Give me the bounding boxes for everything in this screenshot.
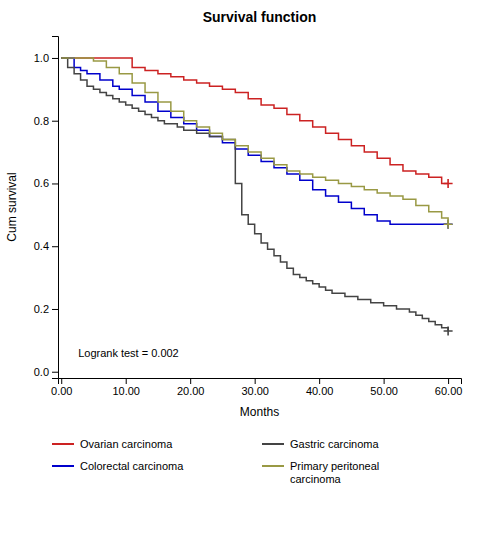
- annotation: Logrank test = 0.002: [78, 347, 179, 359]
- x-tick-label: 20.00: [177, 385, 205, 397]
- legend-label: Primary peritonealcarcinoma: [290, 460, 379, 485]
- x-tick-mark: [384, 378, 385, 384]
- x-tick: 50.00: [370, 378, 398, 397]
- x-tick-mark: [319, 378, 320, 384]
- y-tick: 0.2: [34, 303, 58, 315]
- y-tick: 0.4: [34, 240, 58, 252]
- y-axis-title: Cum survival: [5, 172, 19, 241]
- censor-marker: [444, 326, 453, 335]
- y-tick: 0.8: [34, 115, 58, 127]
- x-tick-label: 30.00: [241, 385, 269, 397]
- y-tick: 1.0: [34, 52, 58, 64]
- survival-curve: [61, 58, 448, 184]
- x-tick: 0.00: [51, 378, 72, 397]
- x-tick-mark: [126, 378, 127, 384]
- x-tick-label: 50.00: [370, 385, 398, 397]
- legend-swatch: [262, 443, 284, 445]
- y-tick-label: 0.0: [34, 366, 49, 378]
- x-axis: 0.00 10.00 20.00 30.00 40.00 50.00 60.00: [51, 378, 462, 397]
- x-tick: 60.00: [435, 378, 463, 397]
- x-tick: 30.00: [241, 378, 269, 397]
- legend-label: Colorectal carcinoma: [80, 460, 184, 472]
- y-tick-mark: [52, 121, 58, 122]
- y-tick-mark: [52, 58, 58, 59]
- x-tick-mark: [190, 378, 191, 384]
- marks: [61, 58, 452, 335]
- survival-curve: [61, 58, 448, 331]
- legend-label: Ovarian carcinoma: [80, 438, 173, 450]
- y-tick: 0.0: [34, 366, 58, 378]
- x-tick-mark: [255, 378, 256, 384]
- legend-swatch: [52, 465, 74, 467]
- legend-swatch: [52, 443, 74, 445]
- y-tick-label: 0.6: [34, 177, 49, 189]
- legend-item: Ovarian carcinoma: [52, 438, 173, 450]
- x-tick-label: 40.00: [306, 385, 334, 397]
- survival-curve: [61, 58, 448, 224]
- y-tick-mark: [52, 246, 58, 247]
- x-tick-label: 0.00: [51, 385, 72, 397]
- y-tick-label: 1.0: [34, 52, 49, 64]
- x-tick-label: 10.00: [112, 385, 140, 397]
- y-tick-label: 0.8: [34, 115, 49, 127]
- legend-label: Gastric carcinoma: [290, 438, 380, 450]
- y-tick-label: 0.2: [34, 303, 49, 315]
- y-tick-label: 0.4: [34, 240, 49, 252]
- censor-marker: [444, 220, 453, 229]
- x-tick-mark: [448, 378, 449, 384]
- legend-item: Gastric carcinoma: [262, 438, 380, 450]
- legend-item: Primary peritonealcarcinoma: [262, 460, 379, 485]
- plot: 0.00 10.00 20.00 30.00 40.00 50.00 60.00 0.0 0.2…: [34, 37, 463, 397]
- title: Survival function: [203, 9, 317, 25]
- chart: 0.00 10.00 20.00 30.00 40.00 50.00 60.00 0.0 0.2…: [0, 0, 479, 548]
- y-axis-line: [52, 37, 59, 379]
- x-axis-title: Months: [240, 405, 279, 419]
- survival-curve: [61, 58, 448, 224]
- y-axis: 0.0 0.2 0.4 0.6 0.8 1.0: [34, 37, 59, 379]
- y-tick-mark: [52, 372, 58, 373]
- x-tick-mark: [61, 378, 62, 384]
- y-tick-mark: [52, 309, 58, 310]
- y-tick: 0.6: [34, 177, 58, 189]
- censor-marker: [444, 220, 453, 229]
- x-tick-label: 60.00: [435, 385, 463, 397]
- legend-item: Colorectal carcinoma: [52, 460, 184, 472]
- legend-swatch: [262, 465, 284, 467]
- y-tick-mark: [52, 183, 58, 184]
- x-tick: 10.00: [112, 378, 140, 397]
- x-tick: 20.00: [177, 378, 205, 397]
- censor-marker: [444, 179, 453, 188]
- x-axis-line: [59, 379, 462, 385]
- x-tick: 40.00: [306, 378, 334, 397]
- legend: Ovarian carcinoma Colorectal carcinoma Gas…: [52, 438, 380, 485]
